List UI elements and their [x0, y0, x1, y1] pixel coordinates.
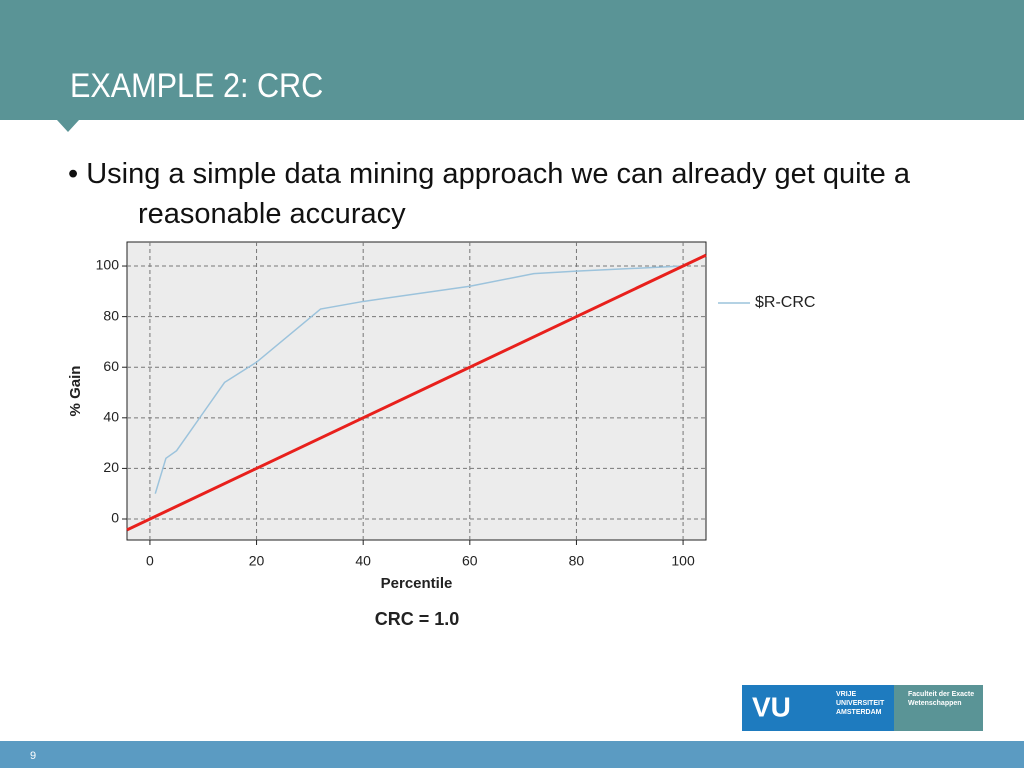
y-tick-label: 100	[96, 257, 120, 273]
logo-faculty: Faculteit der Exacte Wetenschappen	[908, 691, 975, 707]
y-tick-label: 40	[103, 409, 119, 425]
x-tick-label: 40	[355, 553, 371, 569]
x-axis-label: Percentile	[381, 575, 453, 592]
chart: 0 20 40 60 80 100 0 20 40 60 80 100 Percentile % Gain…	[67, 242, 815, 592]
series-line	[154, 265, 684, 494]
y-tick-label: 20	[103, 459, 119, 475]
slide-title: EXAMPLE 2: CRC	[70, 67, 323, 105]
logo-mark: VU	[752, 691, 791, 722]
logo-faculty-box: Faculteit der Exacte Wetenschappen	[908, 691, 975, 707]
y-axis-label: % Gain	[67, 366, 84, 417]
logo-university: VRIJE UNIVERSITEIT AMSTERDAM	[836, 691, 885, 716]
logo-left	[742, 685, 894, 731]
chart-caption: CRC = 1.0	[375, 609, 460, 629]
y-tick-label: 60	[103, 358, 119, 374]
page-number: 9	[30, 750, 36, 762]
bullet-text: • Using a simple data mining approach we…	[68, 158, 910, 230]
x-tick-label: 20	[249, 553, 265, 569]
x-tick-label: 100	[671, 553, 695, 569]
logo-university-box: VRIJE UNIVERSITEIT AMSTERDAM	[836, 691, 885, 716]
y-tick-label: 80	[103, 307, 119, 323]
x-tick-label: 0	[146, 553, 154, 569]
x-tick-label: 80	[569, 553, 585, 569]
y-tick-label: 0	[111, 510, 119, 526]
header-pointer	[57, 120, 79, 132]
x-tick-label: 60	[462, 553, 478, 569]
legend-label: $R-CRC	[755, 294, 815, 311]
footer-band	[0, 741, 1024, 768]
series-line	[126, 253, 707, 532]
header-band	[0, 0, 1024, 120]
